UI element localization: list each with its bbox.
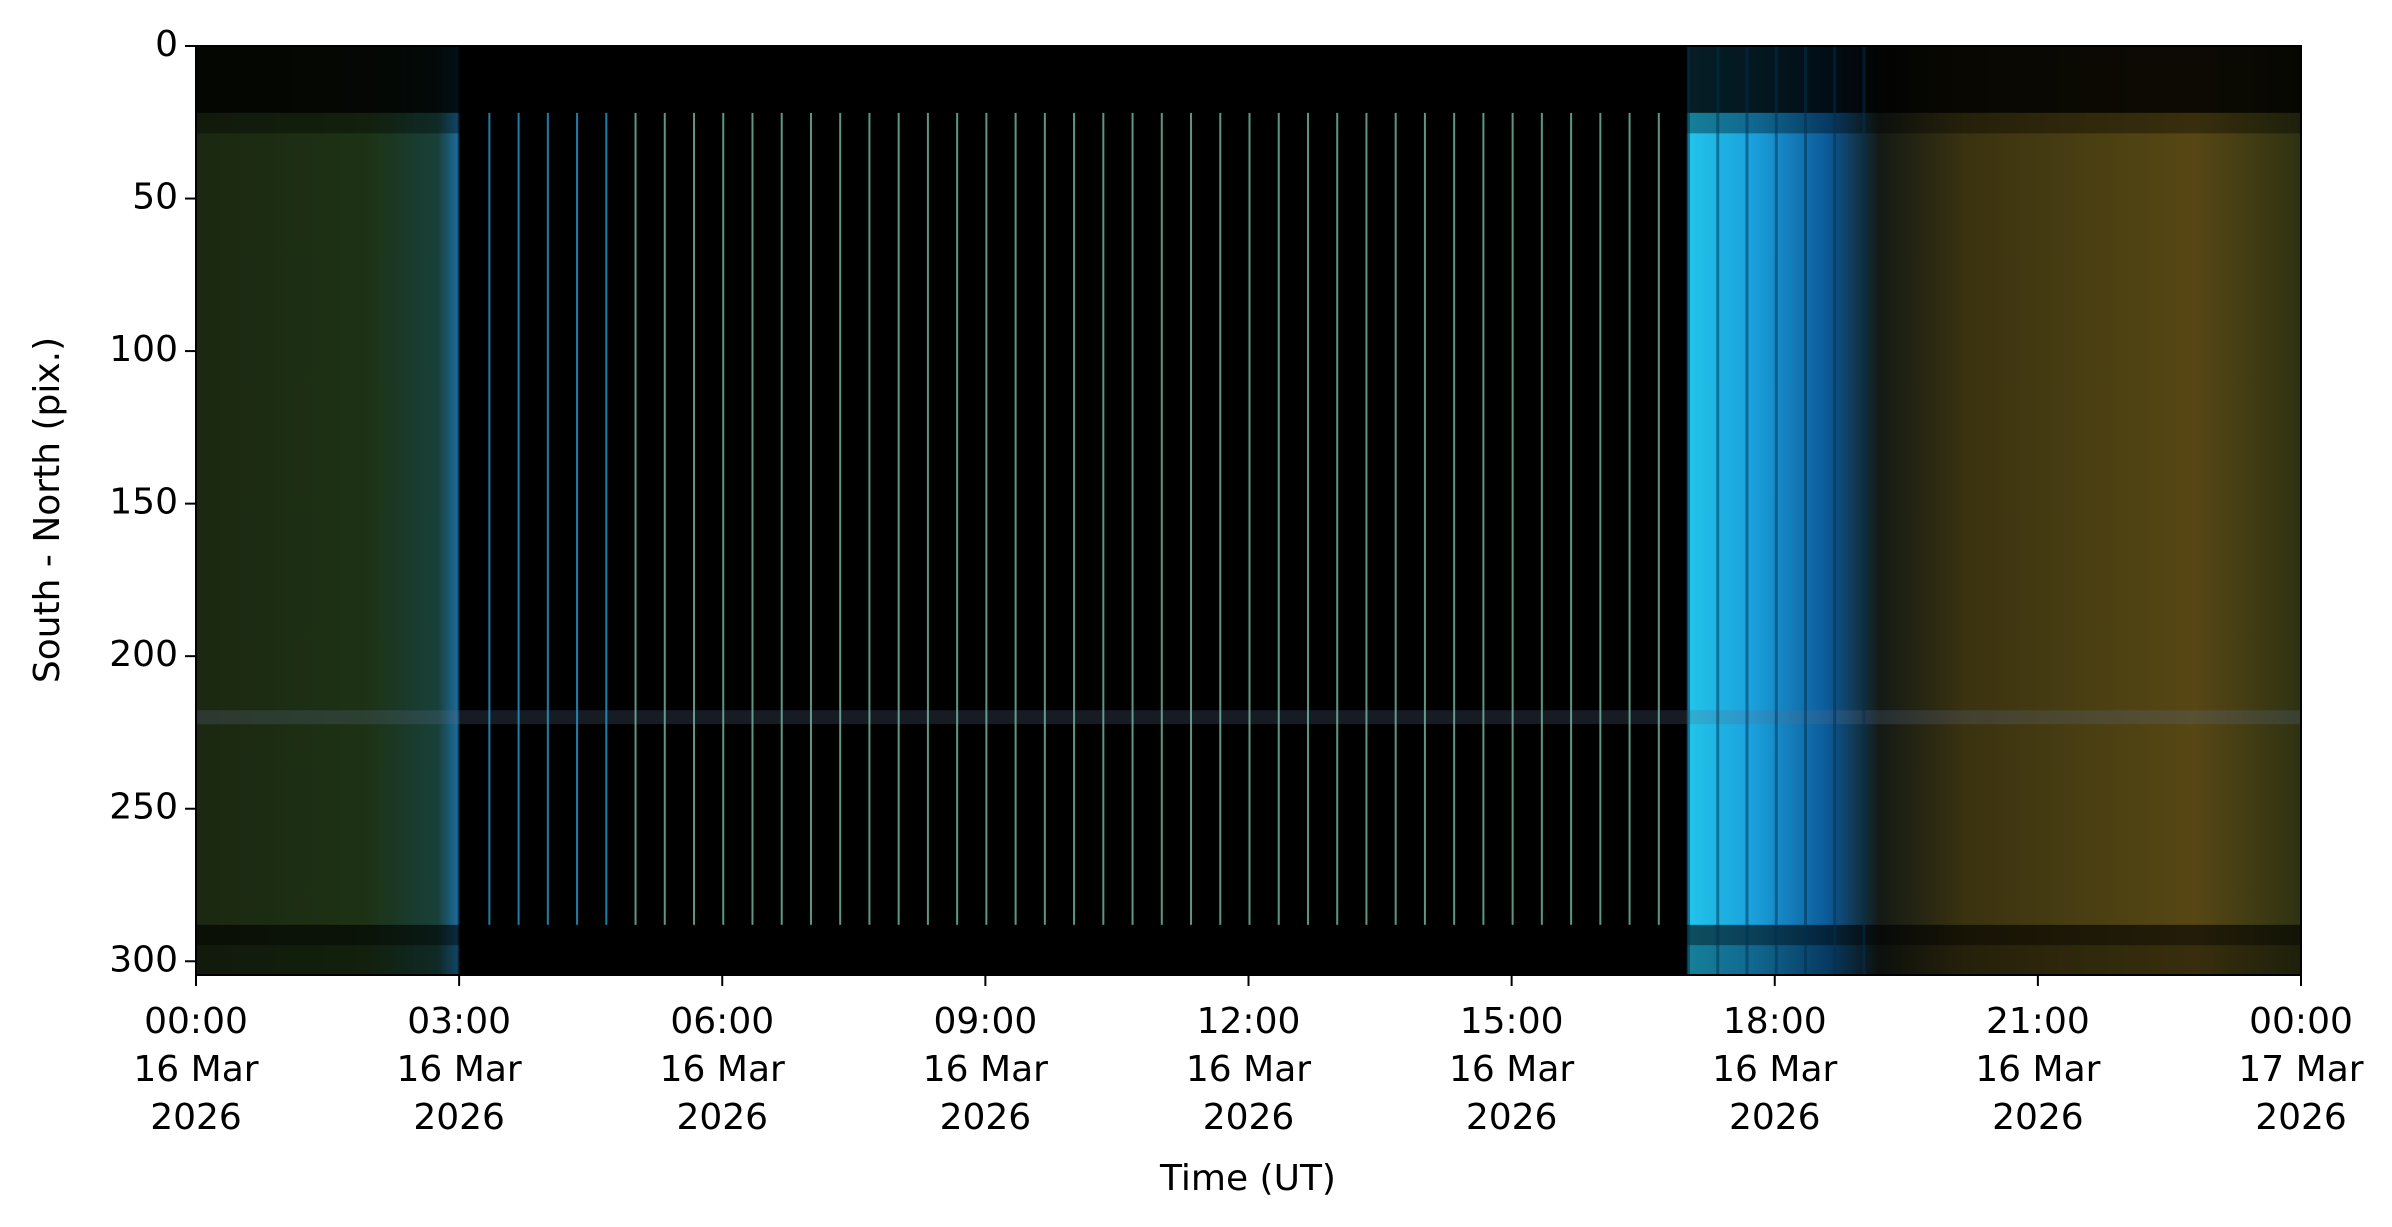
exposure-stripe (722, 112, 725, 925)
exposure-stripe (693, 112, 696, 925)
exposure-edge (1687, 46, 1691, 975)
x-tick-label: 18:00 16 Mar 2026 (1712, 1001, 1838, 1138)
exposure-stripe (1219, 112, 1222, 925)
keogram-image (196, 46, 2301, 975)
exposure-stripe (1511, 112, 1514, 925)
exposure-stripe (1306, 112, 1309, 925)
x-tick-label: 06:00 16 Mar 2026 (659, 1001, 785, 1138)
x-tick-label: 00:00 16 Mar 2026 (133, 1001, 259, 1138)
y-axis-label: South - North (pix.) (27, 337, 68, 683)
exposure-stripe (1394, 112, 1397, 925)
exposure-stripe (1277, 112, 1280, 925)
exposure-stripe (1570, 112, 1573, 925)
exposure-stripe (1336, 112, 1339, 925)
exposure-stripe (1453, 112, 1456, 925)
exposure-edge (1862, 46, 1866, 975)
exposure-stripe (634, 112, 637, 925)
exposure-stripe (1014, 112, 1017, 925)
exposure-stripe (956, 112, 959, 925)
exposure-stripe (1628, 112, 1631, 925)
exposure-stripe (605, 112, 608, 925)
exposure-stripe (1599, 112, 1602, 925)
exposure-stripe (1657, 112, 1660, 925)
exposure-stripe (1131, 112, 1134, 925)
y-tick-label: 50 (132, 177, 178, 218)
y-tick-label: 150 (109, 482, 178, 523)
exposure-stripe (1248, 112, 1251, 925)
x-tick-label: 03:00 16 Mar 2026 (396, 1001, 522, 1138)
exposure-stripe (985, 112, 988, 925)
y-tick-label: 200 (109, 634, 178, 675)
exposure-stripe (868, 112, 871, 925)
exposure-stripe (488, 112, 491, 925)
x-tick-label: 09:00 16 Mar 2026 (922, 1001, 1048, 1138)
exposure-edge (1745, 46, 1749, 975)
exposure-stripe (897, 112, 900, 925)
exposure-stripe (663, 112, 666, 925)
y-tick-label: 300 (109, 939, 178, 980)
exposure-stripe (780, 112, 783, 925)
y-tick-label: 250 (109, 787, 178, 828)
exposure-stripe (809, 112, 812, 925)
exposure-stripe (1423, 112, 1426, 925)
exposure-stripe (1190, 112, 1193, 925)
lower-edge-band (196, 924, 2301, 946)
x-tick-label: 12:00 16 Mar 2026 (1185, 1001, 1312, 1138)
x-tick-label: 21:00 16 Mar 2026 (1975, 1001, 2101, 1138)
exposure-stripe (517, 112, 520, 925)
exposure-stripe (1043, 112, 1046, 925)
exposure-stripe (1365, 112, 1368, 925)
x-tick-label: 15:00 16 Mar 2026 (1449, 1001, 1575, 1138)
x-tick-label: 00:00 17 Mar 2026 (2238, 1001, 2364, 1138)
exposure-stripe (1102, 112, 1105, 925)
y-tick-label: 0 (155, 24, 178, 65)
exposure-edge (1803, 46, 1807, 975)
exposure-stripe (576, 112, 579, 925)
exposure-stripe (1160, 112, 1163, 925)
exposure-stripe (546, 112, 549, 925)
bottom-band (196, 945, 2301, 975)
top-dark-band (196, 46, 2301, 113)
exposure-stripe (1073, 112, 1076, 925)
y-tick-label: 100 (109, 329, 178, 370)
exposure-stripe (839, 112, 842, 925)
exposure-stripe (926, 112, 929, 925)
exposure-edge (1716, 46, 1720, 975)
exposure-stripe (751, 112, 754, 925)
exposure-stripe (1482, 112, 1485, 925)
exposure-stripe (1540, 112, 1543, 925)
exposure-edge (1774, 46, 1778, 975)
exposure-edge (1833, 46, 1837, 975)
x-axis-label: Time (UT) (1159, 1158, 1336, 1199)
